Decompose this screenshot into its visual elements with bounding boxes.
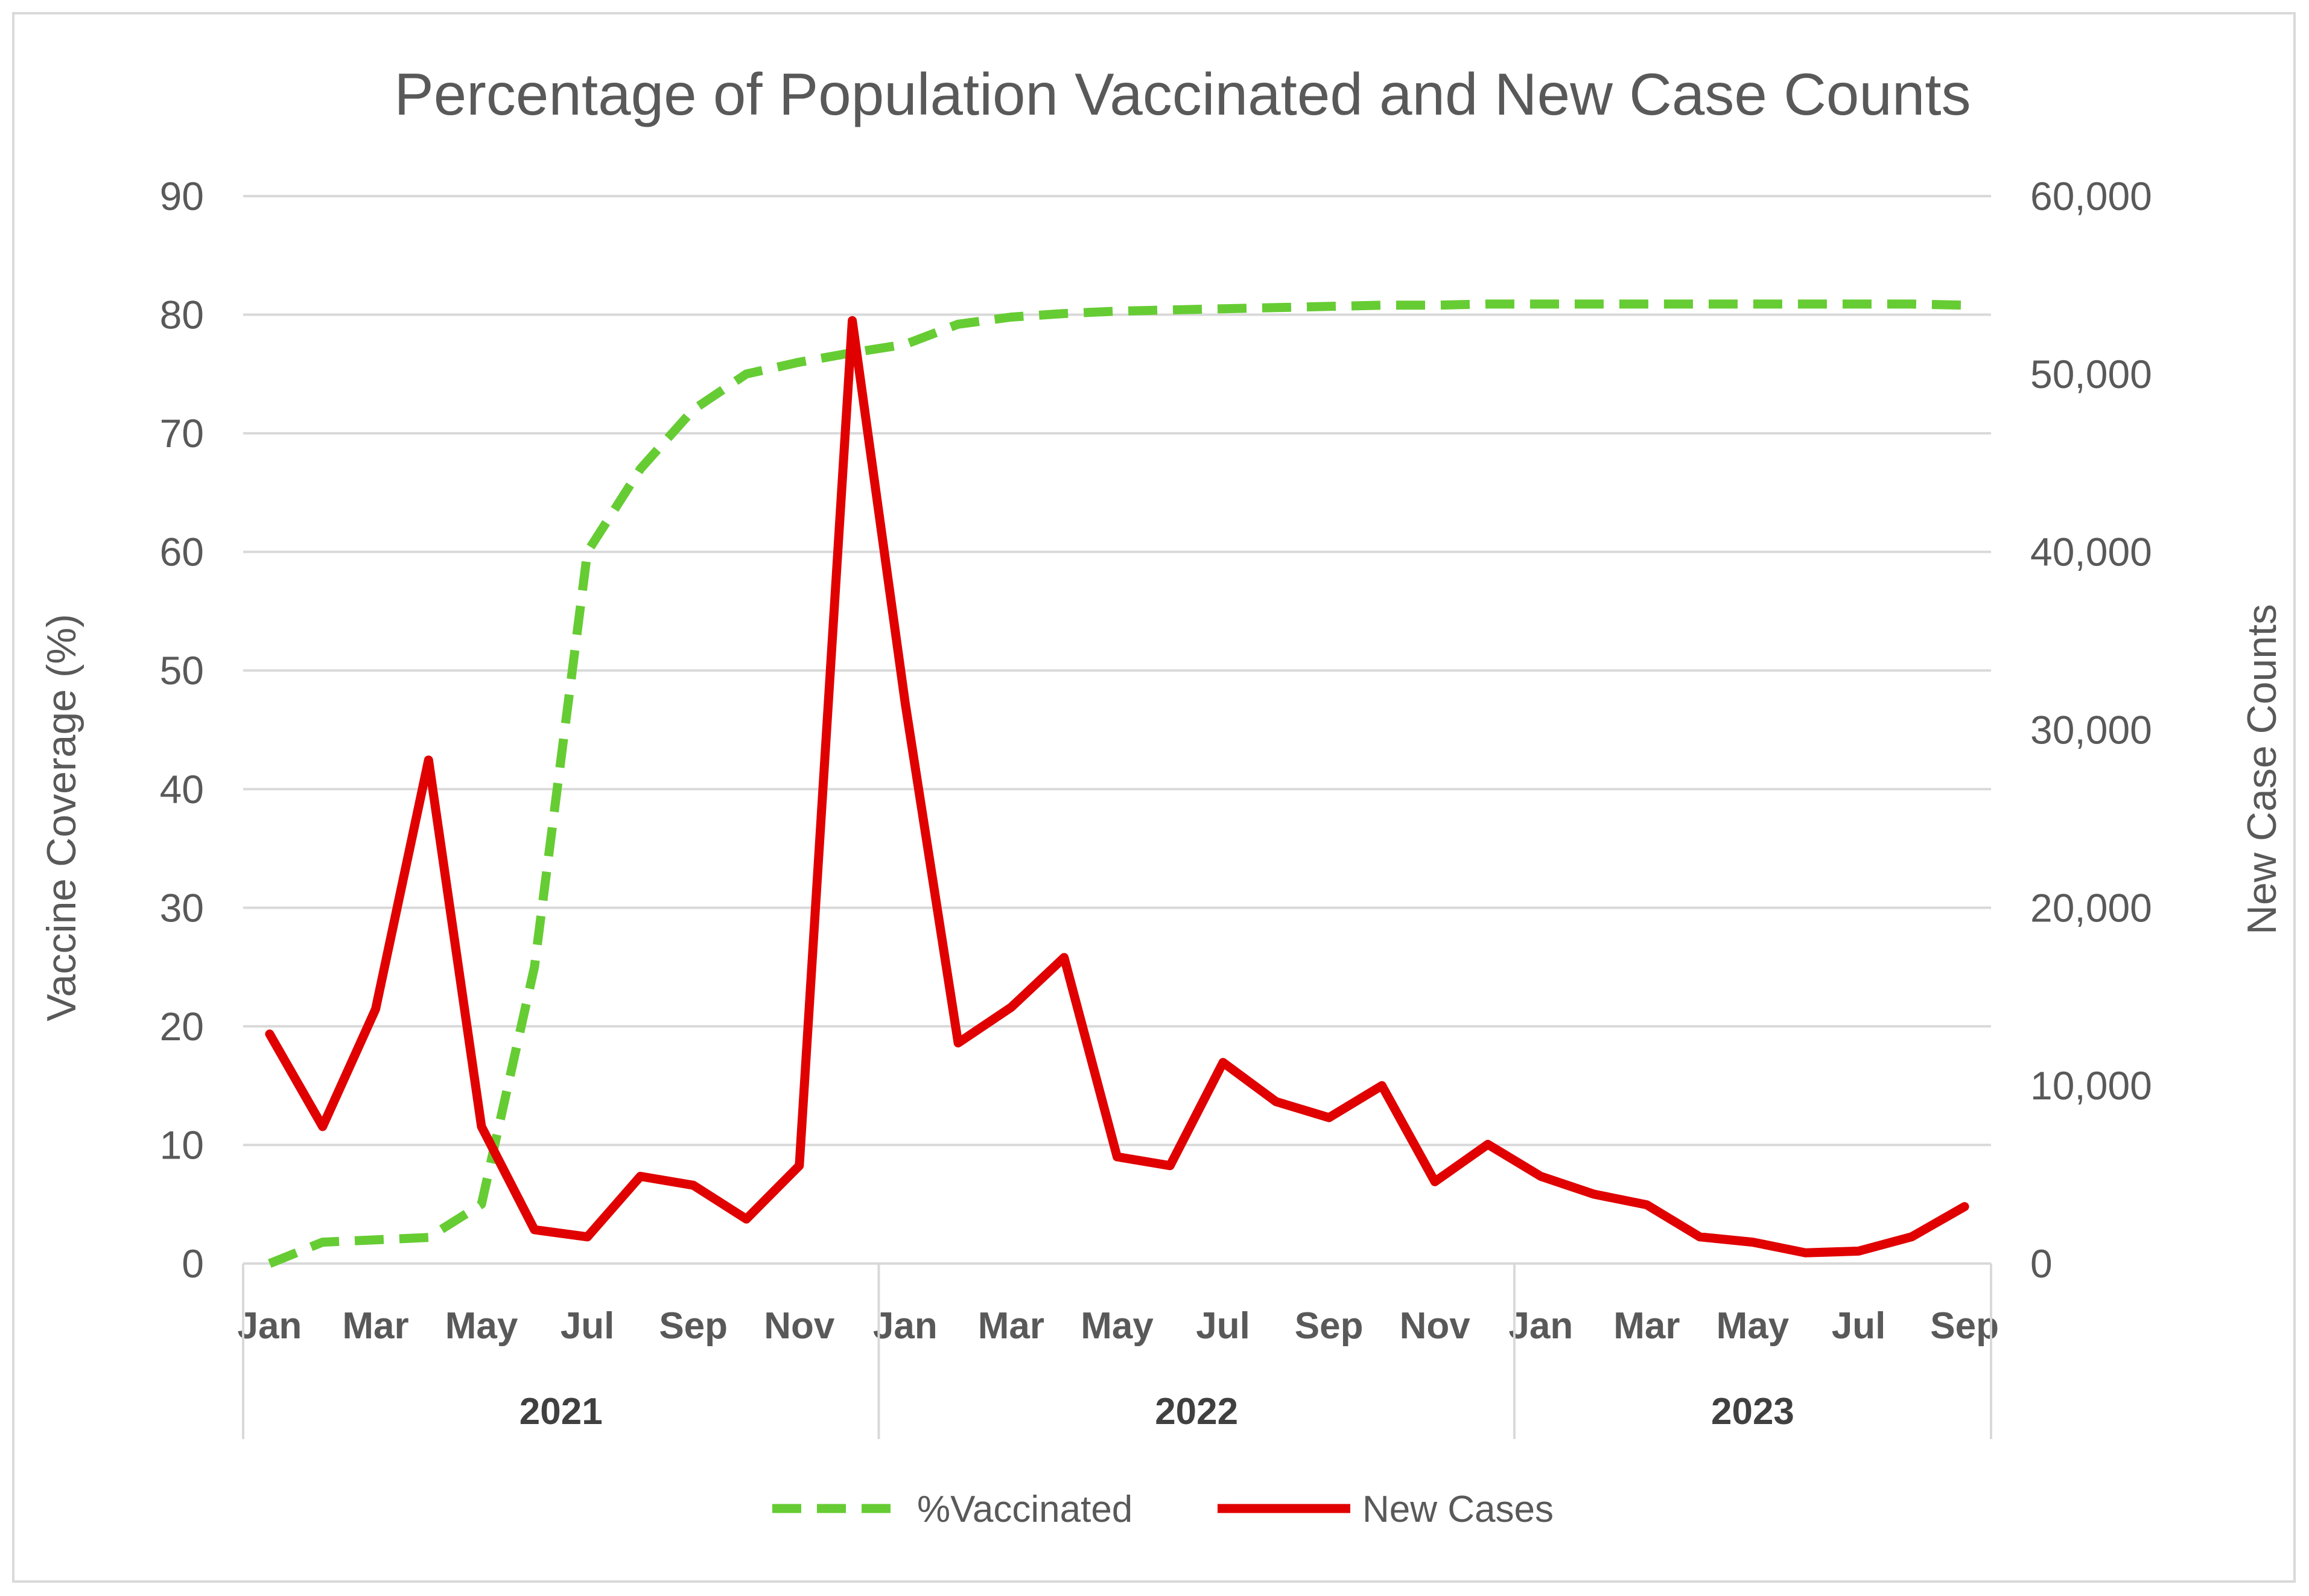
x-tick-label: Mar — [342, 1305, 408, 1347]
right-tick-label: 10,000 — [2030, 1063, 2152, 1108]
year-label: 2023 — [1711, 1391, 1794, 1432]
x-tick-label: Mar — [978, 1305, 1044, 1347]
left-tick-label: 0 — [182, 1241, 204, 1286]
x-tick-label: Nov — [1400, 1305, 1471, 1347]
x-tick-label: May — [1081, 1305, 1154, 1347]
left-axis-ticks: 0 10 20 30 40 50 60 70 80 90 — [160, 174, 204, 1286]
right-axis-ticks: 0 10,000 20,000 30,000 40,000 50,000 60,000 — [2030, 174, 2152, 1286]
left-axis-title: Vaccine Coverage (%) — [39, 614, 84, 1021]
right-axis-title: New Case Counts — [2239, 604, 2285, 935]
legend-label-new-cases: New Cases — [1362, 1489, 1554, 1530]
x-tick-label: May — [1717, 1305, 1790, 1347]
left-tick-label: 20 — [160, 1004, 204, 1049]
x-axis: Jan Mar May Jul Sep Nov Jan Mar May Jul Sep Nov Jan M… — [237, 1262, 1999, 1439]
right-tick-label: 0 — [2030, 1241, 2053, 1286]
chart-frame — [12, 12, 2296, 1583]
x-tick-label: Jul — [1832, 1305, 1886, 1347]
x-tick-label: May — [445, 1305, 518, 1347]
left-tick-label: 30 — [160, 885, 204, 930]
left-tick-label: 40 — [160, 767, 204, 812]
right-tick-label: 40,000 — [2030, 530, 2152, 574]
x-tick-label: Nov — [764, 1305, 835, 1347]
left-tick-label: 80 — [160, 293, 204, 337]
left-tick-label: 10 — [160, 1122, 204, 1167]
right-tick-label: 50,000 — [2030, 352, 2152, 396]
left-tick-label: 70 — [160, 411, 204, 456]
x-tick-label: Sep — [659, 1305, 728, 1347]
x-tick-label: Sep — [1930, 1305, 1999, 1347]
chart-title: Percentage of Population Vaccinated and … — [394, 61, 1971, 127]
x-tick-label: Jan — [1508, 1305, 1573, 1347]
x-tick-label: Jan — [237, 1305, 302, 1347]
right-tick-label: 60,000 — [2030, 174, 2152, 218]
left-tick-label: 90 — [160, 174, 204, 218]
left-tick-label: 50 — [160, 648, 204, 693]
x-tick-label: Mar — [1613, 1305, 1680, 1347]
legend-label-vaccinated: %Vaccinated — [917, 1489, 1132, 1530]
x-tick-label: Jul — [561, 1305, 615, 1347]
x-tick-label: Jul — [1196, 1305, 1250, 1347]
legend: %Vaccinated New Cases — [772, 1489, 1554, 1530]
x-tick-label: Jan — [873, 1305, 938, 1347]
left-tick-label: 60 — [160, 530, 204, 574]
year-label: 2021 — [519, 1391, 603, 1432]
series-vaccinated-line — [268, 299, 1965, 1268]
right-tick-label: 30,000 — [2030, 708, 2152, 752]
x-tick-label: Sep — [1295, 1305, 1364, 1347]
right-tick-label: 20,000 — [2030, 885, 2152, 930]
series-new-cases-line — [265, 316, 1969, 1257]
year-label: 2022 — [1155, 1391, 1238, 1432]
